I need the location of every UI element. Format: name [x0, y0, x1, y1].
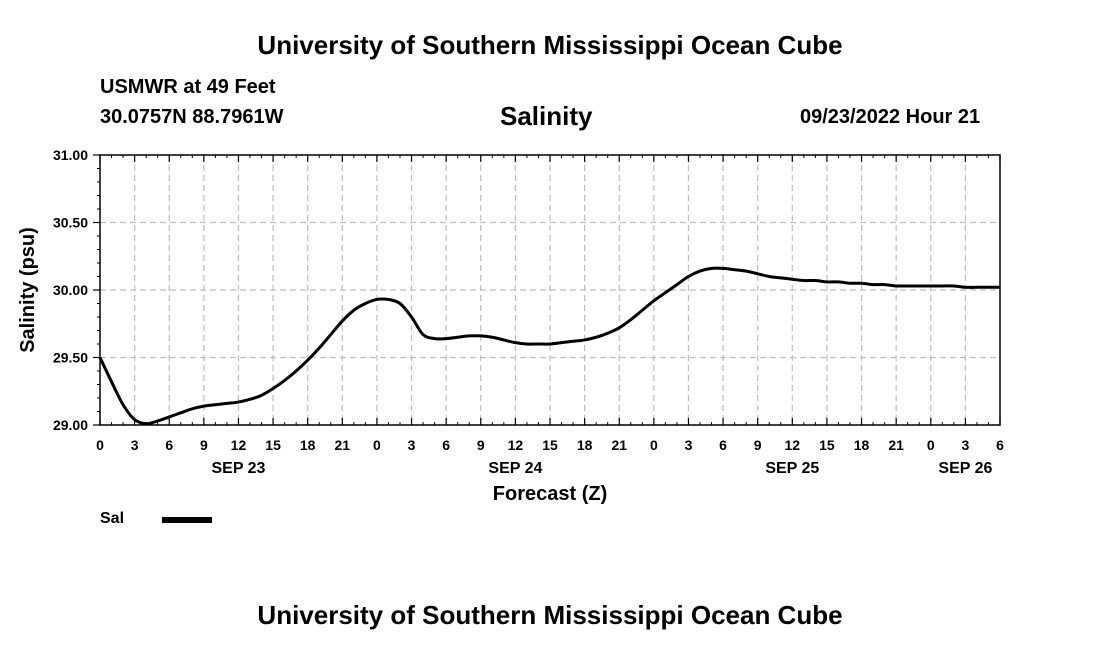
series-line-sal: [98, 266, 1000, 426]
x-tick-label: 9: [477, 437, 485, 453]
x-tick-label: 18: [577, 437, 593, 453]
x-tick-label: 15: [542, 437, 558, 453]
x-tick-label: 9: [754, 437, 762, 453]
date-label: SEP 23: [211, 460, 265, 477]
y-tick-label: 29.50: [53, 350, 88, 366]
x-tick-label: 3: [131, 437, 139, 453]
x-tick-label: 21: [611, 437, 627, 453]
station-label: USMWR at 49 Feet: [100, 76, 276, 98]
x-tick-label: 21: [888, 437, 904, 453]
forecast-timestamp: 09/23/2022 Hour 21: [800, 106, 981, 128]
y-axis-label: Salinity (psu): [17, 227, 39, 353]
x-tick-label: 9: [200, 437, 208, 453]
x-tick-label: 15: [265, 437, 281, 453]
y-tick-label: 30.50: [53, 215, 88, 231]
x-tick-label: 15: [819, 437, 835, 453]
x-tick-label: 0: [927, 437, 935, 453]
x-tick-label: 21: [335, 437, 351, 453]
x-tick-label: 18: [300, 437, 316, 453]
x-tick-label: 0: [650, 437, 658, 453]
y-tick-label: 30.00: [53, 282, 88, 298]
x-tick-labels: 0 3 6 9 12 15 18 21 0 3 6 9 12 15 18 21 0 3 6 9 12 15 18 21 0 3 6: [96, 437, 1004, 453]
y-tick-labels: 29.00 29.50 30.00 30.50 31.00: [53, 147, 88, 433]
x-tick-label: 3: [961, 437, 969, 453]
grid-lines: [100, 155, 1000, 425]
x-tick-label: 12: [231, 437, 247, 453]
coordinates-label: 30.0757N 88.7961W: [100, 106, 284, 128]
y-tick-label: 29.00: [53, 417, 88, 433]
x-tick-label: 6: [996, 437, 1004, 453]
date-label: SEP 26: [938, 460, 992, 477]
x-tick-label: 3: [408, 437, 416, 453]
x-tick-label: 3: [685, 437, 693, 453]
date-labels: SEP 23 SEP 24 SEP 25 SEP 26: [211, 460, 992, 477]
x-tick-label: 18: [854, 437, 870, 453]
x-tick-label: 12: [785, 437, 801, 453]
date-label: SEP 25: [765, 460, 819, 477]
x-tick-label: 12: [508, 437, 524, 453]
axis-ticks: [93, 154, 1001, 426]
legend-swatch: [162, 517, 212, 523]
x-axis-label: Forecast (Z): [493, 483, 607, 505]
x-tick-label: 6: [165, 437, 173, 453]
chart-title: Salinity: [500, 101, 593, 131]
date-label: SEP 24: [488, 460, 542, 477]
x-tick-label: 6: [719, 437, 727, 453]
footer-title: University of Southern Mississippi Ocean…: [257, 600, 843, 630]
legend-label: Sal: [100, 510, 125, 527]
y-tick-label: 31.00: [53, 147, 88, 163]
x-tick-label: 0: [96, 437, 104, 453]
page-title: University of Southern Mississippi Ocean…: [257, 30, 843, 60]
x-tick-label: 0: [373, 437, 381, 453]
x-tick-label: 6: [442, 437, 450, 453]
